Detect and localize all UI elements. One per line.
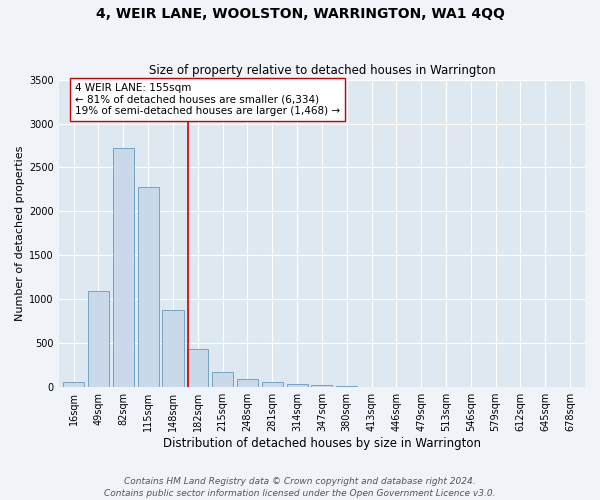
X-axis label: Distribution of detached houses by size in Warrington: Distribution of detached houses by size … — [163, 437, 481, 450]
Bar — [137, 187, 158, 387]
Bar — [311, 386, 332, 387]
Bar — [113, 148, 134, 387]
Bar — [63, 382, 84, 387]
Bar — [88, 290, 109, 387]
Text: 4, WEIR LANE, WOOLSTON, WARRINGTON, WA1 4QQ: 4, WEIR LANE, WOOLSTON, WARRINGTON, WA1 … — [95, 8, 505, 22]
Bar — [262, 382, 283, 387]
Text: Contains HM Land Registry data © Crown copyright and database right 2024.
Contai: Contains HM Land Registry data © Crown c… — [104, 476, 496, 498]
Bar — [361, 386, 382, 387]
Bar — [212, 372, 233, 387]
Bar — [287, 384, 308, 387]
Bar — [237, 379, 258, 387]
Bar — [336, 386, 357, 387]
Y-axis label: Number of detached properties: Number of detached properties — [15, 146, 25, 321]
Text: 4 WEIR LANE: 155sqm
← 81% of detached houses are smaller (6,334)
19% of semi-det: 4 WEIR LANE: 155sqm ← 81% of detached ho… — [75, 83, 340, 116]
Bar — [187, 350, 208, 387]
Title: Size of property relative to detached houses in Warrington: Size of property relative to detached ho… — [149, 64, 495, 77]
Bar — [163, 310, 184, 387]
